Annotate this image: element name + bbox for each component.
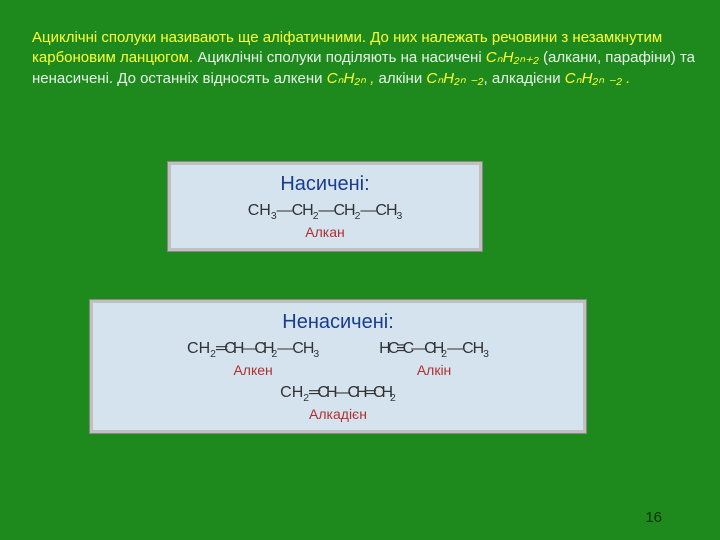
intro-sentence-2c: алкіни: [374, 70, 426, 87]
card-saturated-title: Насичені:: [181, 173, 469, 196]
alkadiene-label: Алкадієн: [309, 406, 367, 422]
formula-1: CₙH₂ₙ₊₂: [486, 49, 539, 66]
alkene-label: Алкен: [233, 362, 272, 378]
intro-sentence-2a: Ациклічні сполуки поділяють на насичені: [193, 49, 486, 66]
alkene-formula: CH2═CH—CH2—CH3: [187, 340, 319, 360]
formula-4: СₙН₂ₙ ₋₂ .: [565, 70, 630, 87]
alkane-formula: CH3—CH2—CH2—CH3: [181, 202, 469, 222]
formula-3: СₙН₂ₙ ₋₂: [426, 70, 483, 87]
intro-sentence-2d: , алкадієни: [484, 70, 565, 87]
alkyne-label: Алкін: [417, 362, 451, 378]
card-saturated: Насичені: CH3—CH2—CH2—CH3 Алкан: [168, 162, 482, 251]
alkadiene-formula: CH2═CH—CH═CH2: [280, 384, 396, 404]
alkyne-formula: HC≡C—CH2—CH3: [379, 340, 489, 360]
formula-2: СₙН₂ₙ ,: [327, 70, 375, 87]
card-unsaturated-title: Ненасичені:: [103, 311, 573, 334]
card-unsaturated: Ненасичені: CH2═CH—CH2—CH3 Алкен HC≡C—CH…: [90, 300, 586, 433]
intro-paragraph: Ациклічні сполуки називають ще аліфатичн…: [32, 28, 696, 89]
alkane-label: Алкан: [181, 224, 469, 240]
unsaturated-row-1: CH2═CH—CH2—CH3 Алкен HC≡C—CH2—CH3 Алкін: [103, 340, 573, 378]
page-number: 16: [645, 509, 662, 526]
alkene-block: CH2═CH—CH2—CH3 Алкен: [187, 340, 319, 378]
alkadiene-block: CH2═CH—CH═CH2 Алкадієн: [103, 384, 573, 422]
alkyne-block: HC≡C—CH2—CH3 Алкін: [379, 340, 489, 378]
